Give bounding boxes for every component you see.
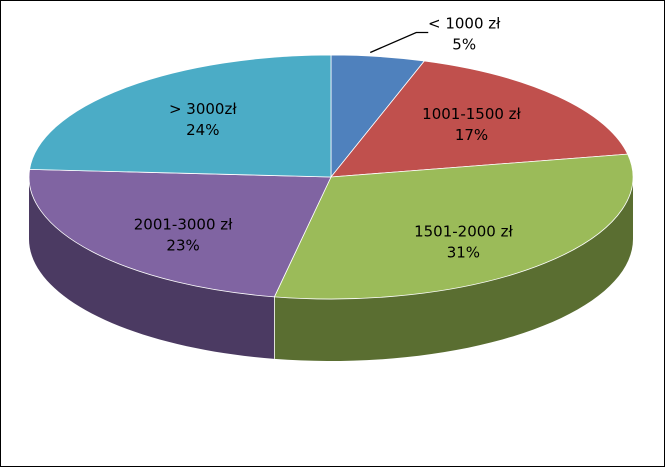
slice-label-3000z: > 3000zł (169, 100, 237, 118)
pie-slice-1501-2000-z (273, 153, 634, 300)
slice-label-2001-3000-z: 2001-3000 zł (134, 215, 233, 233)
slice-value-1501-2000-z: 31% (447, 244, 480, 262)
slice-value-1001-1500-z: 17% (455, 126, 488, 144)
slice-value-3000z: 24% (186, 121, 219, 139)
pie-side-1501-2000-z (274, 177, 633, 361)
pie-slice-1001-1500-z (330, 60, 629, 178)
slice-value-2001-3000-z: 23% (166, 236, 199, 254)
pie-side-2001-3000-z (29, 177, 275, 359)
slice-label-1501-2000-z: 1501-2000 zł (414, 223, 513, 241)
pie-labels: < 1000 zł 5% 1001-1500 zł 17% 1501-2000 zł 31… (134, 15, 522, 262)
slice-label-1000-z: < 1000 zł (428, 15, 501, 33)
pie-slices (28, 54, 634, 300)
slice-value-1000-z: 5% (452, 36, 476, 54)
pie-slice-2001-3000-z (28, 168, 332, 298)
pie-sides (29, 177, 633, 361)
leader-line-1000-z (369, 31, 429, 54)
pie-slice-3000z (29, 54, 332, 178)
slice-label-1001-1500-z: 1001-1500 zł (422, 105, 521, 123)
